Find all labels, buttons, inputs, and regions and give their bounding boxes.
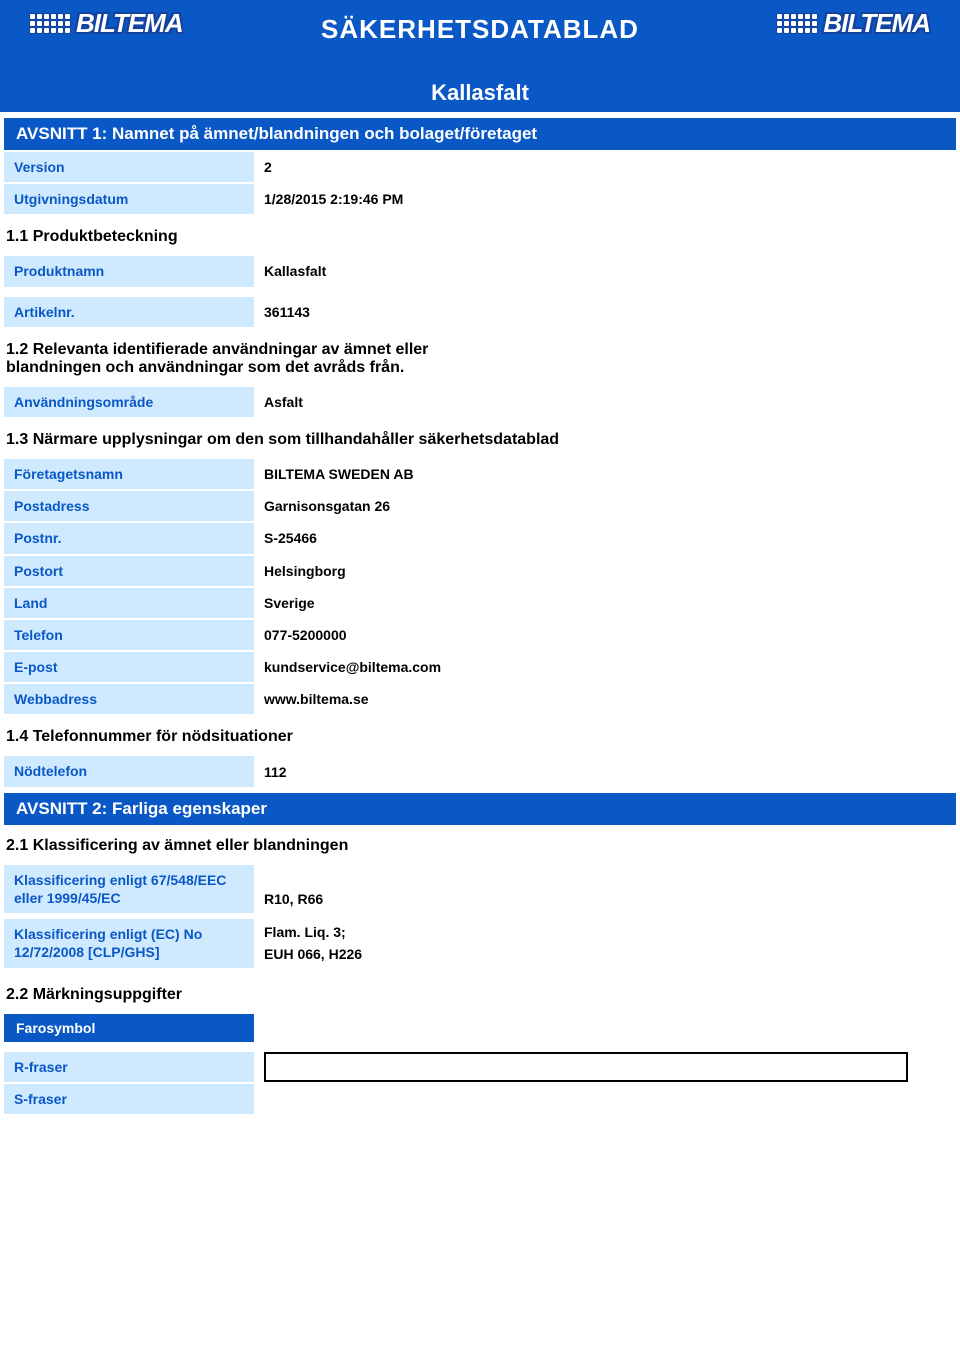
class2-value-b: EUH 066, H226: [264, 943, 946, 965]
article-label: Artikelnr.: [4, 297, 254, 327]
product-name-row: Produktnamn Kallasfalt: [4, 256, 956, 286]
web-label: Webbadress: [4, 684, 254, 714]
country-label: Land: [4, 588, 254, 618]
brand-logo-text: BILTEMA: [76, 8, 183, 39]
city-label: Postort: [4, 556, 254, 586]
date-label: Utgivningsdatum: [4, 184, 254, 214]
product-subtitle: Kallasfalt: [0, 62, 960, 112]
email-value: kundservice@biltema.com: [254, 653, 956, 681]
farosymbol-label: Farosymbol: [4, 1014, 254, 1042]
city-row: Postort Helsingborg: [4, 556, 956, 586]
usage-label: Användningsområde: [4, 387, 254, 417]
sfraser-label: S-fraser: [4, 1084, 254, 1114]
web-row: Webbadress www.biltema.se: [4, 684, 956, 714]
phone-row: Telefon 077-5200000: [4, 620, 956, 650]
farosymbol-row: Farosymbol: [4, 1014, 956, 1042]
class1-value: R10, R66: [254, 885, 956, 913]
emergency-value: 112: [254, 758, 956, 786]
sfraser-row: S-fraser: [4, 1084, 956, 1114]
web-value: www.biltema.se: [254, 685, 956, 713]
postcode-value: S-25466: [254, 524, 956, 552]
country-row: Land Sverige: [4, 588, 956, 618]
date-value: 1/28/2015 2:19:46 PM: [254, 185, 956, 213]
class1-label: Klassificering enligt 67/548/EEC eller 1…: [4, 865, 254, 913]
sub-1-1: 1.1 Produktbeteckning: [4, 216, 956, 254]
sub-1-2: 1.2 Relevanta identifierade användningar…: [4, 329, 528, 385]
company-row: Företagetsnamn BILTEMA SWEDEN AB: [4, 459, 956, 489]
rfraser-row: R-fraser: [4, 1052, 956, 1082]
class2-value-a: Flam. Liq. 3;: [264, 921, 946, 943]
class2-row: Klassificering enligt (EC) No 12/72/2008…: [4, 915, 956, 972]
postaddr-label: Postadress: [4, 491, 254, 521]
class2-label: Klassificering enligt (EC) No 12/72/2008…: [4, 919, 254, 967]
phone-value: 077-5200000: [254, 621, 956, 649]
header-banner: BILTEMA SÄKERHETSDATABLAD BILTEMA: [0, 0, 960, 62]
email-row: E-post kundservice@biltema.com: [4, 652, 956, 682]
version-value: 2: [254, 153, 956, 181]
usage-value: Asfalt: [254, 388, 956, 416]
class2-value: Flam. Liq. 3; EUH 066, H226: [254, 915, 956, 972]
usage-row: Användningsområde Asfalt: [4, 387, 956, 417]
postaddr-row: Postadress Garnisonsgatan 26: [4, 491, 956, 521]
emergency-label: Nödtelefon: [4, 756, 254, 786]
sub-2-2: 2.2 Märkningsuppgifter: [4, 974, 956, 1012]
sub-1-3: 1.3 Närmare upplysningar om den som till…: [4, 419, 956, 457]
emergency-row: Nödtelefon 112: [4, 756, 956, 786]
version-row: Version 2: [4, 152, 956, 182]
rfraser-box: [264, 1052, 908, 1082]
product-name-value: Kallasfalt: [254, 257, 956, 285]
flag-dots-icon: [777, 14, 817, 33]
postcode-label: Postnr.: [4, 523, 254, 553]
brand-logo-text: BILTEMA: [823, 8, 930, 39]
flag-dots-icon: [30, 14, 70, 33]
brand-logo-right: BILTEMA: [777, 8, 930, 48]
city-value: Helsingborg: [254, 557, 956, 585]
postcode-row: Postnr. S-25466: [4, 523, 956, 553]
date-row: Utgivningsdatum 1/28/2015 2:19:46 PM: [4, 184, 956, 214]
country-value: Sverige: [254, 589, 956, 617]
article-row: Artikelnr. 361143: [4, 297, 956, 327]
rfraser-label: R-fraser: [4, 1052, 254, 1082]
version-label: Version: [4, 152, 254, 182]
sub-2-1: 2.1 Klassificering av ämnet eller blandn…: [4, 825, 956, 863]
email-label: E-post: [4, 652, 254, 682]
section2-heading: AVSNITT 2: Farliga egenskaper: [4, 793, 956, 825]
section1-heading: AVSNITT 1: Namnet på ämnet/blandningen o…: [4, 118, 956, 150]
phone-label: Telefon: [4, 620, 254, 650]
company-label: Företagetsnamn: [4, 459, 254, 489]
class1-row: Klassificering enligt 67/548/EEC eller 1…: [4, 865, 956, 913]
company-value: BILTEMA SWEDEN AB: [254, 460, 956, 488]
article-value: 361143: [254, 298, 956, 326]
brand-logo-left: BILTEMA: [30, 8, 183, 48]
sub-1-4: 1.4 Telefonnummer för nödsituationer: [4, 716, 956, 754]
product-name-label: Produktnamn: [4, 256, 254, 286]
postaddr-value: Garnisonsgatan 26: [254, 492, 956, 520]
